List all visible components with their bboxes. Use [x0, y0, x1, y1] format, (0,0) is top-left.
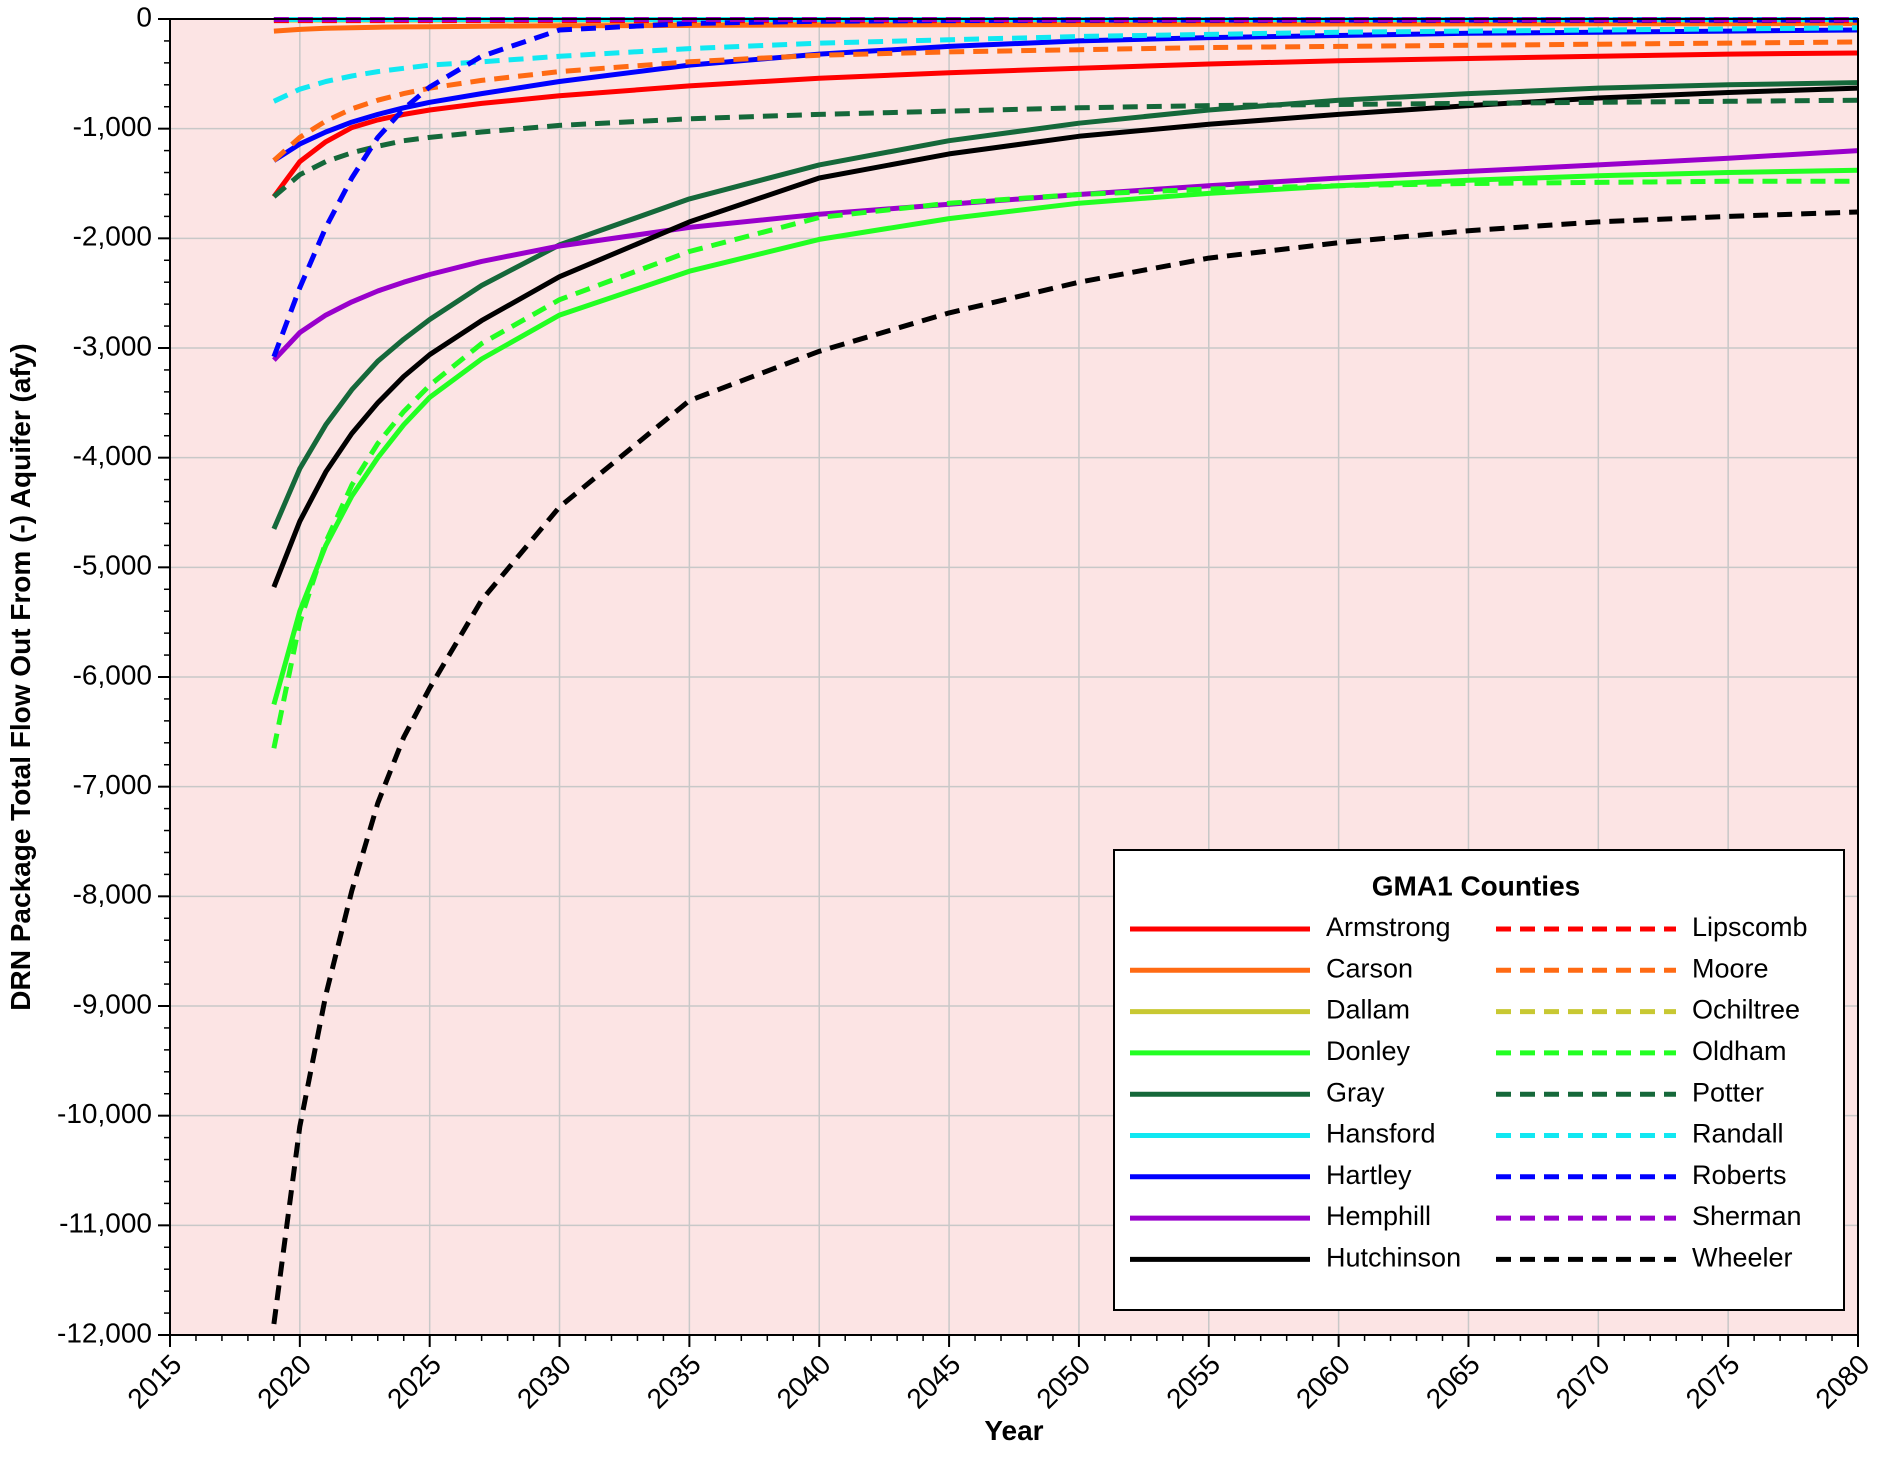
x-tick-label: 2065 — [1420, 1349, 1486, 1415]
x-tick-label: 2060 — [1290, 1349, 1356, 1415]
x-tick-label: 2070 — [1550, 1349, 1616, 1415]
x-tick-label: 2080 — [1809, 1349, 1875, 1415]
legend-label: Hartley — [1326, 1160, 1412, 1190]
y-tick-label: -1,000 — [73, 111, 152, 142]
y-tick-label: -2,000 — [73, 221, 152, 252]
x-tick-label: 2025 — [381, 1349, 447, 1415]
x-tick-label: 2035 — [641, 1349, 707, 1415]
legend-label: Hutchinson — [1326, 1243, 1461, 1273]
series-line-oldham — [271, 178, 1858, 749]
legend-label: Oldham — [1692, 1036, 1787, 1066]
x-tick-label: 2045 — [901, 1349, 967, 1415]
y-tick-label: -6,000 — [73, 659, 152, 690]
series-line-moore — [272, 39, 1859, 163]
y-tick-label: -5,000 — [73, 550, 152, 581]
legend-label: Hemphill — [1326, 1201, 1431, 1231]
legend-label: Dallam — [1326, 995, 1410, 1025]
legend-label: Roberts — [1692, 1160, 1787, 1190]
legend-label: Gray — [1326, 1077, 1385, 1107]
y-tick-label: -9,000 — [73, 988, 152, 1019]
legend-label: Randall — [1692, 1119, 1784, 1149]
series-line-wheeler — [271, 209, 1859, 1325]
legend-label: Wheeler — [1692, 1243, 1793, 1273]
y-axis-title: DRN Package Total Flow Out From (-) Aqui… — [5, 343, 36, 1010]
legend-label: Lipscomb — [1692, 912, 1808, 942]
series-line-gray — [271, 80, 1859, 530]
y-tick-label: -10,000 — [57, 1098, 152, 1129]
y-tick-label: -7,000 — [73, 769, 152, 800]
legend-label: Ochiltree — [1692, 995, 1800, 1025]
x-tick-label: 2040 — [771, 1349, 837, 1415]
series-line-hemphill — [272, 148, 1859, 362]
legend-label: Moore — [1692, 953, 1769, 983]
legend-label: Sherman — [1692, 1201, 1802, 1231]
y-tick-label: -8,000 — [73, 879, 152, 910]
series-line-donley — [271, 167, 1859, 706]
series-line-armstrong — [271, 50, 1859, 199]
legend-title: GMA1 Counties — [1372, 870, 1580, 901]
y-tick-label: -3,000 — [73, 330, 152, 361]
series-line-potter — [272, 97, 1859, 199]
legend-label: Donley — [1326, 1036, 1411, 1066]
x-tick-label: 2075 — [1680, 1349, 1746, 1415]
legend-label: Hansford — [1326, 1119, 1436, 1149]
legend-label: Potter — [1692, 1077, 1764, 1107]
x-tick-label: 2030 — [511, 1349, 577, 1415]
y-tick-label: 0 — [136, 1, 152, 32]
legend-label: Carson — [1326, 953, 1413, 983]
x-tick-label: 2055 — [1160, 1349, 1226, 1415]
series-line-randall — [272, 25, 1859, 104]
legend: GMA1 Counties Armstrong Carson Dallam Donley… — [1113, 849, 1845, 1311]
y-tick-label: -12,000 — [57, 1317, 152, 1348]
y-tick-label: -4,000 — [73, 440, 152, 471]
x-axis-title: Year — [984, 1415, 1043, 1446]
legend-label: Armstrong — [1326, 912, 1451, 942]
x-tick-label: 2015 — [121, 1349, 187, 1415]
x-tick-label: 2050 — [1030, 1349, 1096, 1415]
y-tick-label: -11,000 — [59, 1208, 152, 1239]
x-tick-label: 2020 — [251, 1349, 317, 1415]
series-line-roberts — [271, 17, 1858, 358]
